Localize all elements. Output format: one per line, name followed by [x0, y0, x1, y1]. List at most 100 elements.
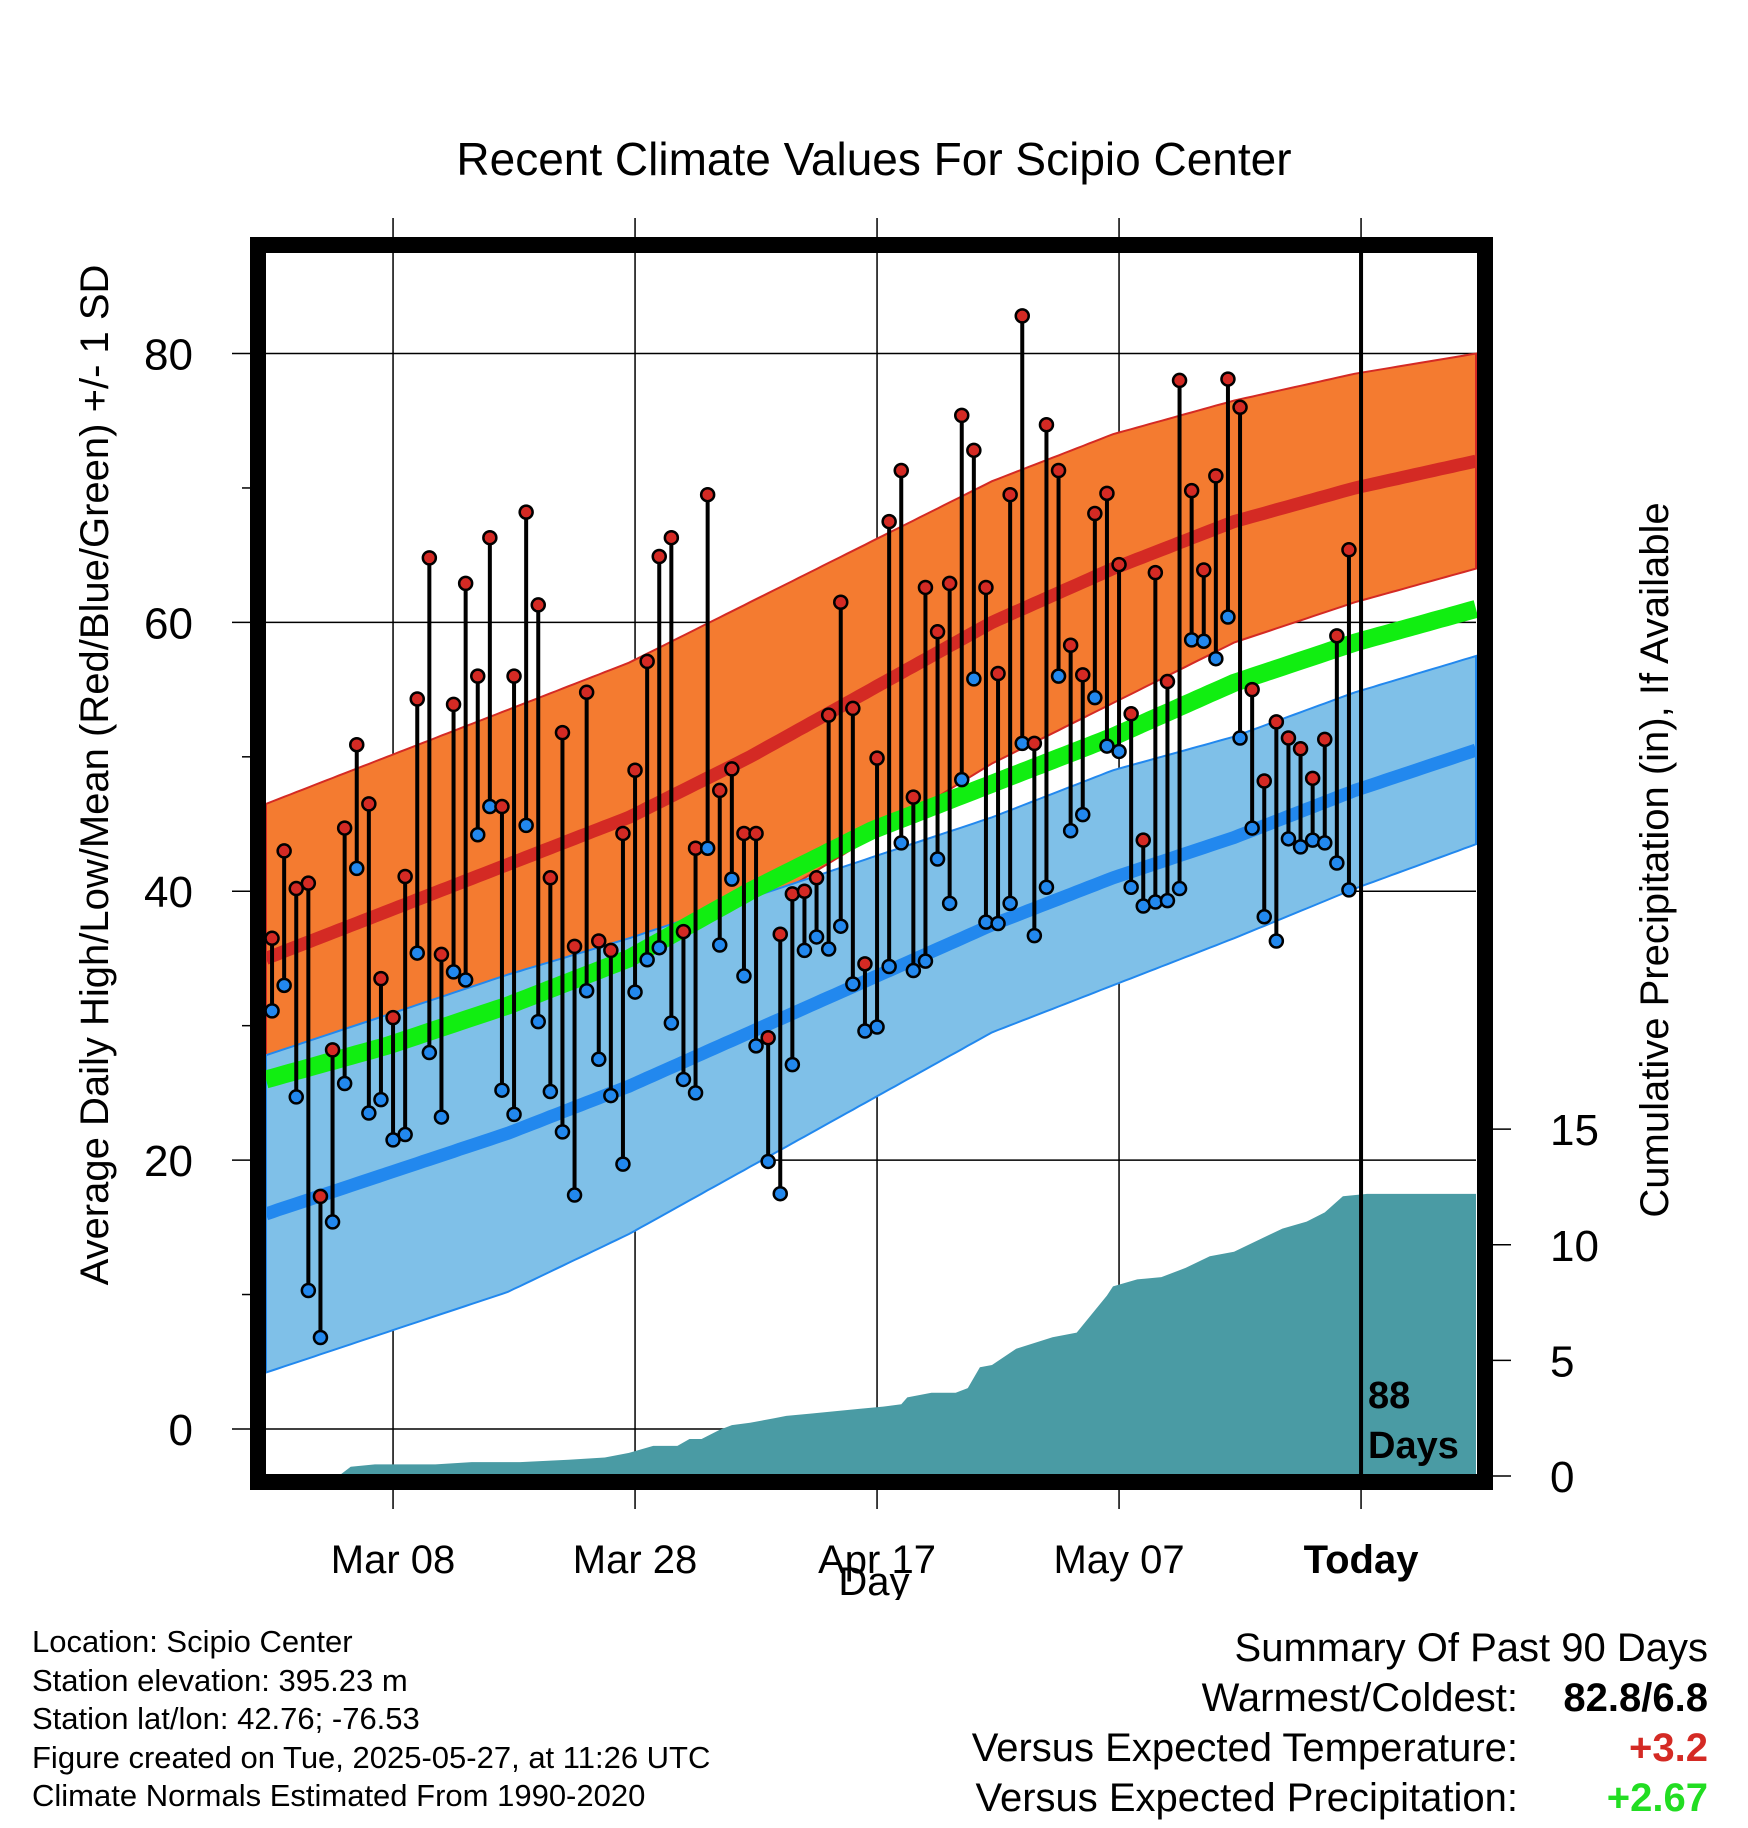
high-point: [445, 696, 462, 713]
low-point: [905, 962, 922, 979]
low-point: [784, 1056, 801, 1073]
high-point: [627, 762, 643, 779]
low-point: [712, 937, 728, 953]
today-days-label: Days: [1368, 1425, 1459, 1467]
low-point: [494, 1082, 510, 1098]
low-point: [1111, 743, 1127, 760]
low-point: [373, 1091, 389, 1108]
low-point: [675, 1071, 692, 1088]
low-point: [1196, 633, 1212, 649]
low-point: [312, 1329, 329, 1346]
high-point: [772, 926, 788, 943]
high-point: [954, 407, 970, 424]
high-point: [663, 529, 680, 546]
y2-tick-label: 10: [1550, 1222, 1599, 1271]
low-point: [518, 817, 534, 834]
x-tick-label: May 07: [1053, 1538, 1184, 1582]
low-point: [1050, 668, 1067, 684]
low-point: [603, 1087, 619, 1104]
high-point: [603, 942, 619, 959]
low-point: [1292, 839, 1309, 855]
high-point: [1220, 371, 1236, 387]
high-point: [349, 736, 365, 753]
high-point: [385, 1009, 401, 1026]
high-point: [990, 665, 1006, 682]
created-text: Figure created on Tue, 2025-05-27, at 11…: [32, 1739, 711, 1775]
high-point: [1135, 832, 1151, 848]
high-point: [1196, 562, 1212, 578]
high-point: [457, 575, 474, 592]
summary-title: Summary Of Past 90 Days: [1234, 1626, 1708, 1670]
high-point: [1026, 735, 1043, 752]
low-point: [881, 958, 897, 975]
high-point: [1038, 417, 1055, 433]
high-point: [276, 843, 292, 859]
low-point: [627, 984, 643, 1000]
temp-label: Versus Expected Temperature:: [971, 1726, 1518, 1770]
low-point: [687, 1085, 704, 1101]
high-point: [1304, 770, 1321, 787]
low-point: [288, 1089, 304, 1105]
high-point: [566, 938, 583, 955]
elevation-text: Station elevation: 395.23 m: [32, 1662, 408, 1698]
temp-value: +3.2: [1629, 1726, 1708, 1770]
low-point: [808, 929, 825, 945]
low-point: [929, 851, 946, 867]
summary-warmest-row: Warmest/Coldest: 82.8/6.8: [972, 1673, 1708, 1723]
high-point: [796, 883, 813, 899]
high-point: [1159, 673, 1176, 690]
high-point: [373, 970, 389, 987]
low-point: [869, 1019, 885, 1035]
high-point: [1208, 468, 1224, 484]
high-point: [421, 550, 438, 566]
y2-axis-label: Cumulative Precipitation (in), If Availa…: [1633, 502, 1677, 1217]
low-point: [336, 1075, 353, 1092]
high-point: [784, 886, 801, 902]
low-point: [421, 1044, 438, 1061]
high-point: [361, 796, 377, 812]
low-point: [1099, 738, 1115, 754]
low-point: [1341, 882, 1357, 898]
high-point: [929, 624, 946, 640]
high-point: [1002, 486, 1018, 503]
summary-panel: Summary Of Past 90 Days Warmest/Coldest:…: [972, 1623, 1708, 1823]
low-point: [591, 1051, 607, 1068]
high-point: [264, 930, 280, 947]
low-point: [361, 1105, 377, 1121]
low-point: [990, 915, 1006, 932]
high-point: [312, 1188, 329, 1205]
low-point: [542, 1083, 559, 1100]
y-tick-label: 60: [144, 599, 193, 648]
high-point: [482, 529, 498, 546]
high-point: [639, 653, 655, 670]
latlon-text: Station lat/lon: 42.76; -76.53: [32, 1701, 420, 1736]
high-point: [1317, 731, 1333, 748]
high-point: [748, 825, 764, 842]
low-point: [566, 1187, 583, 1203]
low-point: [1280, 831, 1297, 847]
x-tick-label: Apr 17: [818, 1538, 936, 1582]
high-point: [324, 1042, 341, 1058]
y-axis-label: Average Daily High/Low/Mean (Red/Blue/Gr…: [73, 265, 117, 1286]
high-point: [905, 789, 922, 805]
low-point: [457, 972, 474, 988]
high-point: [712, 782, 728, 799]
low-point: [1220, 609, 1236, 625]
high-point: [615, 825, 631, 842]
station-info: Location: Scipio Center Station elevatio…: [32, 1623, 710, 1816]
high-point: [1183, 482, 1200, 499]
high-point: [724, 761, 740, 777]
low-point: [397, 1126, 413, 1143]
high-point: [1171, 372, 1188, 389]
low-point: [433, 1109, 450, 1125]
climate-chart: Recent Climate Values For Scipio Center …: [73, 133, 1677, 1600]
low-point: [639, 952, 655, 968]
high-point: [845, 700, 861, 717]
x-tick-label: Today: [1304, 1538, 1420, 1582]
high-point: [1087, 505, 1103, 522]
low-point: [833, 918, 849, 934]
high-point: [591, 933, 607, 949]
low-point: [954, 771, 970, 788]
high-point: [1268, 714, 1285, 730]
low-point: [1002, 895, 1018, 912]
